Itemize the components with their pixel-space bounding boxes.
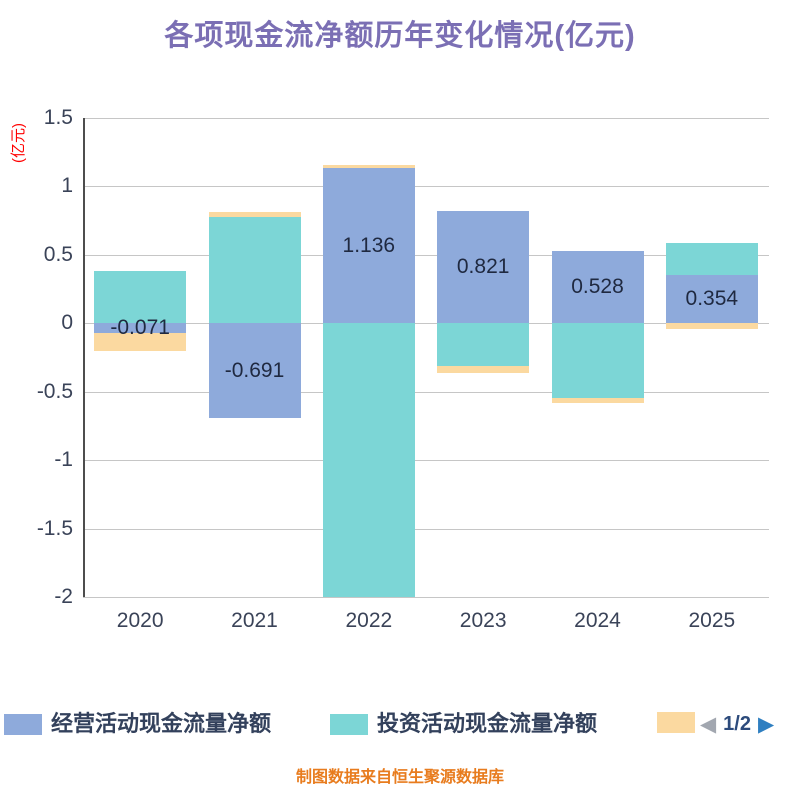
legend-swatch-financing: [657, 712, 695, 733]
next-page-icon[interactable]: ▶: [757, 712, 775, 736]
legend-item-operating: 经营活动现金流量净额: [4, 712, 271, 736]
bar-segment-2020-series0: [94, 323, 187, 333]
gridline: [83, 528, 769, 530]
x-tick-label: 2023: [459, 609, 507, 632]
bar-segment-2022-series2: [322, 165, 415, 168]
y-tick-label: -2: [54, 585, 73, 608]
plot-area: 1.5 1 0.5 0 -0.5 -1 -1.5 -2 -0.071 2020 -0.691 2021…: [37, 106, 769, 632]
bar-segment-2025-series0: [665, 274, 758, 324]
legend-label-investing: 投资活动现金流量净额: [377, 711, 598, 736]
legend-pagination: ◀ 1/2 ▶: [700, 712, 774, 736]
bar-value-label: -0.071: [110, 316, 170, 340]
x-tick-label: 2021: [231, 609, 278, 632]
y-axis-unit-label: (亿元): [10, 123, 27, 163]
legend-label-operating: 经营活动现金流量净额: [51, 711, 272, 736]
y-tick-label: -0.5: [36, 379, 73, 403]
bar-segment-2020-series2: [94, 333, 187, 351]
x-tick-label: 2025: [688, 609, 736, 632]
bar-segment-2021-series0: [208, 323, 301, 418]
source-note: 制图数据来自恒生聚源数据库: [295, 769, 504, 786]
bar-value-label: -0.691: [224, 358, 285, 382]
bar-segment-2021-series1: [208, 216, 301, 324]
y-tick-label: -1.5: [36, 516, 73, 540]
bar-segment-2023-series2: [437, 365, 530, 373]
bar-segment-2025-series2: [665, 323, 758, 329]
bar-segment-2022-series1: [322, 323, 415, 597]
gridline: [83, 597, 769, 598]
gridline: [83, 254, 769, 256]
chart-title: 各项现金流净额历年变化情况(亿元): [164, 20, 636, 52]
y-tick-label: -1: [54, 448, 73, 472]
x-tick-label: 2022: [345, 609, 393, 632]
gridline: [83, 118, 769, 119]
y-tick-label: 0.5: [43, 242, 73, 266]
legend-item-investing: 投资活动现金流量净额: [330, 712, 597, 736]
bar-value-label: 1.136: [342, 233, 396, 257]
bar-value-label: 0.354: [685, 287, 739, 311]
bar-value-label: 0.821: [456, 255, 510, 279]
bar-segment-2024-series0: [551, 251, 644, 324]
y-tick-label: 1.5: [43, 106, 73, 129]
bar-segment-2024-series1: [551, 323, 644, 398]
legend: 经营活动现金流量净额 投资活动现金流量净额 ◀ 1/2 ▶: [0, 712, 800, 742]
gridline: [83, 323, 769, 325]
bar-segment-2020-series1: [94, 271, 187, 324]
legend-item-financing: [657, 712, 695, 733]
bar-segment-2021-series2: [208, 212, 301, 217]
legend-swatch-operating: [4, 713, 42, 735]
x-tick-label: 2020: [116, 609, 164, 632]
bar-segment-2022-series0: [322, 167, 415, 324]
x-tick-label: 2024: [574, 609, 621, 632]
page-indicator: 1/2: [723, 712, 751, 735]
y-tick-label: 0: [61, 311, 73, 335]
gridline: [83, 186, 769, 188]
prev-page-icon[interactable]: ◀: [700, 712, 717, 736]
bar-segment-2024-series2: [551, 397, 644, 404]
bar-segment-2025-series1: [665, 243, 758, 275]
y-tick-label: 1: [61, 174, 73, 198]
legend-swatch-investing: [330, 713, 368, 735]
gridline: [83, 391, 769, 393]
gridline: [83, 460, 769, 462]
bar-segment-2023-series1: [437, 323, 530, 366]
bar-segment-2023-series0: [437, 210, 530, 324]
y-axis-line: [83, 118, 85, 597]
bar-value-label: 0.528: [571, 275, 624, 299]
